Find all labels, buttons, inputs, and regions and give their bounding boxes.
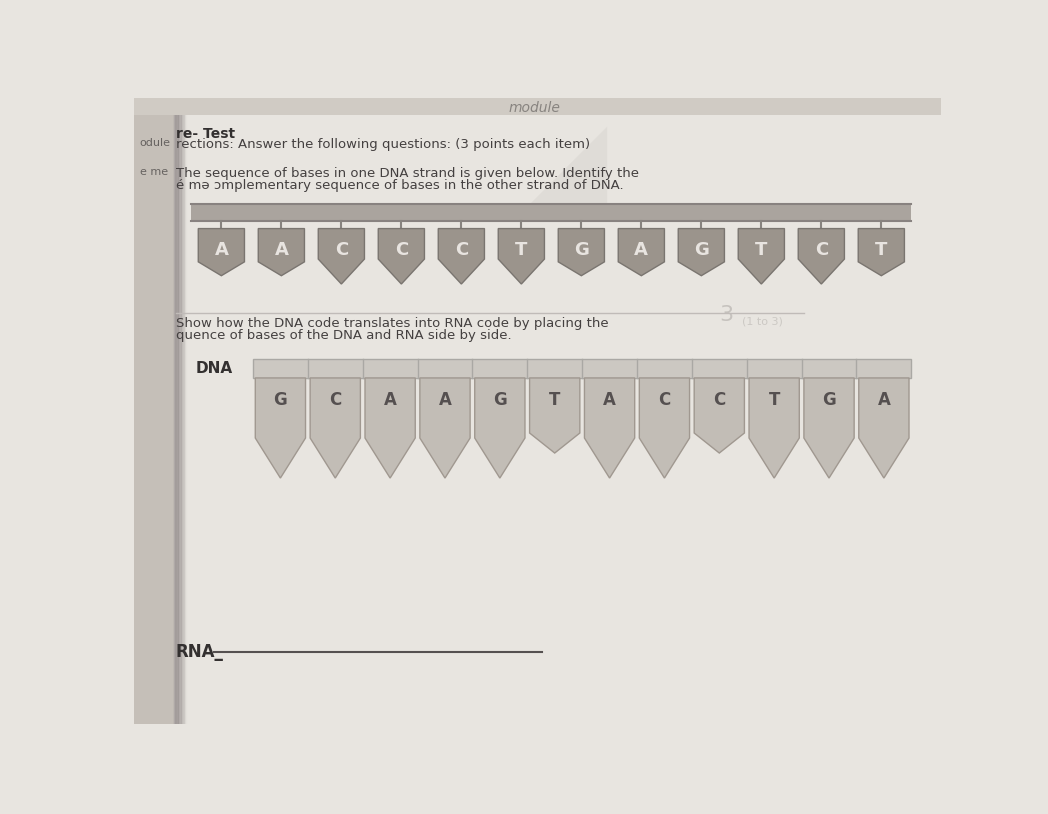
Text: G: G <box>493 391 507 409</box>
Text: T: T <box>516 241 527 259</box>
Bar <box>133 98 174 724</box>
Bar <box>192 204 912 221</box>
Text: odule: odule <box>139 138 171 147</box>
Bar <box>253 360 912 378</box>
Text: G: G <box>694 241 708 259</box>
Text: C: C <box>714 391 725 409</box>
Polygon shape <box>256 378 306 478</box>
Polygon shape <box>678 229 724 276</box>
Polygon shape <box>585 378 635 478</box>
Text: T: T <box>756 241 767 259</box>
Polygon shape <box>749 378 800 478</box>
Bar <box>183 98 185 724</box>
Bar <box>176 98 177 724</box>
Text: C: C <box>334 241 348 259</box>
Bar <box>133 98 940 115</box>
Bar <box>175 98 177 724</box>
Bar <box>180 98 181 724</box>
Text: quence of bases of the DNA and RNA side by side.: quence of bases of the DNA and RNA side … <box>176 330 511 343</box>
Polygon shape <box>319 229 365 284</box>
Text: G: G <box>574 241 589 259</box>
Text: A: A <box>384 391 396 409</box>
Bar <box>179 98 180 724</box>
Polygon shape <box>639 378 690 478</box>
Text: C: C <box>455 241 468 259</box>
Polygon shape <box>420 378 471 478</box>
Text: G: G <box>822 391 836 409</box>
Text: A: A <box>877 391 891 409</box>
Polygon shape <box>858 229 904 276</box>
Polygon shape <box>498 229 545 284</box>
Polygon shape <box>858 378 909 478</box>
Text: G: G <box>274 391 287 409</box>
Bar <box>184 98 185 724</box>
Text: rections: Answer the following questions: (3 points each item): rections: Answer the following questions… <box>176 138 590 151</box>
Text: C: C <box>814 241 828 259</box>
Polygon shape <box>738 229 785 284</box>
Text: T: T <box>549 391 561 409</box>
Polygon shape <box>198 229 244 276</box>
Polygon shape <box>365 378 415 478</box>
Polygon shape <box>258 229 305 276</box>
Text: (1 to 3): (1 to 3) <box>742 317 783 327</box>
Text: re- Test: re- Test <box>176 127 235 141</box>
Text: module: module <box>508 101 560 115</box>
Text: T: T <box>768 391 780 409</box>
Bar <box>178 98 180 724</box>
Bar <box>177 98 178 724</box>
Polygon shape <box>618 229 664 276</box>
Polygon shape <box>378 229 424 284</box>
Polygon shape <box>438 229 484 284</box>
Polygon shape <box>804 378 854 478</box>
Text: DNA: DNA <box>195 361 233 376</box>
Text: 3: 3 <box>719 305 733 325</box>
Text: A: A <box>438 391 452 409</box>
Polygon shape <box>475 378 525 478</box>
Text: T: T <box>875 241 888 259</box>
Text: C: C <box>329 391 342 409</box>
Bar <box>181 98 183 724</box>
Polygon shape <box>310 378 361 478</box>
Bar <box>174 98 176 724</box>
Text: C: C <box>658 391 671 409</box>
Text: RNA_: RNA_ <box>176 643 224 661</box>
Bar <box>180 98 182 724</box>
Bar <box>177 98 179 724</box>
Polygon shape <box>799 229 845 284</box>
Polygon shape <box>694 378 744 453</box>
Text: A: A <box>275 241 288 259</box>
Bar <box>182 98 183 724</box>
Text: A: A <box>215 241 228 259</box>
Bar <box>174 98 175 724</box>
Text: ◢: ◢ <box>522 113 608 221</box>
Text: C: C <box>395 241 408 259</box>
Text: Show how the DNA code translates into RNA code by placing the: Show how the DNA code translates into RN… <box>176 317 609 330</box>
Text: A: A <box>634 241 649 259</box>
Polygon shape <box>559 229 605 276</box>
Text: A: A <box>604 391 616 409</box>
Text: The sequence of bases in one DNA strand is given below. Identify the: The sequence of bases in one DNA strand … <box>176 167 639 180</box>
Text: é mə ɔmplementary sequence of bases in the other strand of DNA.: é mə ɔmplementary sequence of bases in t… <box>176 179 624 192</box>
Polygon shape <box>529 378 580 453</box>
Text: e me: e me <box>139 167 168 177</box>
Bar <box>183 98 184 724</box>
